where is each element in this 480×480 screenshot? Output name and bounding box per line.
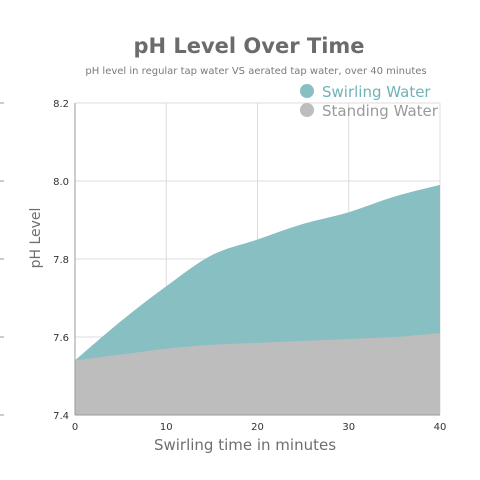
- legend-label-swirling-water: Swirling Water: [322, 83, 431, 101]
- legend-swatch-swirling-water: [300, 84, 314, 98]
- y-tick-label-0: 7.4: [53, 411, 69, 422]
- y-tick-label-2: 7.8: [53, 255, 69, 266]
- legend-swatch-standing-water: [300, 103, 314, 117]
- plot-area: 0 10 20 30 40 7.4 7.6 7.8 8.0 8.2: [0, 99, 446, 433]
- legend-label-standing-water: Standing Water: [322, 102, 439, 120]
- x-tick-label-3: 30: [342, 422, 355, 433]
- y-tick-label-4: 8.2: [53, 99, 69, 110]
- x-tick-label-1: 10: [160, 422, 173, 433]
- chart-subtitle: pH level in regular tap water VS aerated…: [85, 66, 426, 77]
- y-tick-label-1: 7.6: [53, 333, 69, 344]
- x-tick-label-2: 20: [251, 422, 264, 433]
- x-axis-label: Swirling time in minutes: [154, 436, 336, 454]
- y-tick-label-3: 8.0: [53, 177, 69, 188]
- area-standing-water: [75, 333, 440, 415]
- x-tick-label-0: 0: [72, 422, 78, 433]
- chart-title: pH Level Over Time: [133, 34, 364, 58]
- y-axis-label: pH Level: [28, 208, 44, 269]
- x-tick-label-4: 40: [434, 422, 447, 433]
